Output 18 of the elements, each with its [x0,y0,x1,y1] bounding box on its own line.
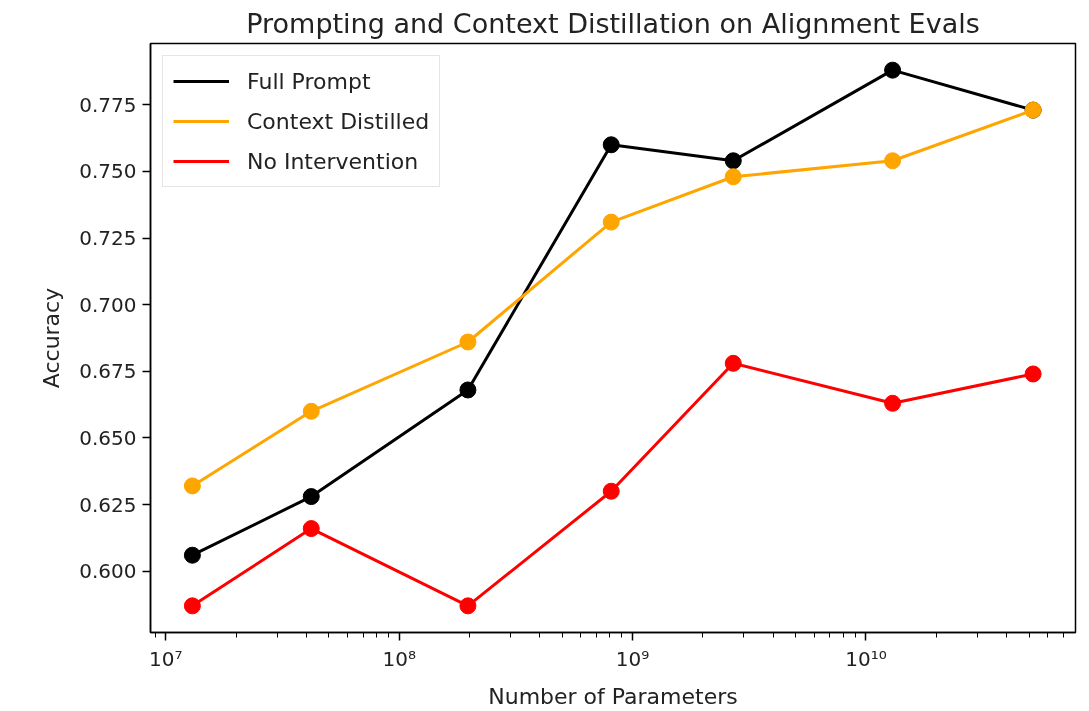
y-tick-label: 0.725 [79,226,137,251]
y-axis-title: Accuracy [39,287,65,389]
chart-title: Prompting and Context Distillation on Alignment Evals [246,7,980,39]
x-axis-title: Number of Parameters [488,683,738,709]
y-tick-label: 0.700 [79,292,137,317]
legend-label: No Intervention [247,148,419,174]
x-tick-label: 10⁹ [615,646,650,671]
legend-label: Context Distilled [247,108,430,134]
y-tick-label: 0.600 [79,559,137,584]
y-tick-label: 0.625 [79,492,137,517]
y-tick-label: 0.750 [79,159,137,184]
y-tick-label: 0.650 [79,425,137,450]
x-tick-label: 10⁸ [382,646,416,671]
y-tick-label: 0.675 [79,359,137,384]
legend-label: Full Prompt [247,68,371,94]
y-tick-label: 0.775 [79,92,137,117]
x-tick-label: 10⁷ [149,646,183,671]
x-tick-label: 10¹⁰ [845,646,887,671]
